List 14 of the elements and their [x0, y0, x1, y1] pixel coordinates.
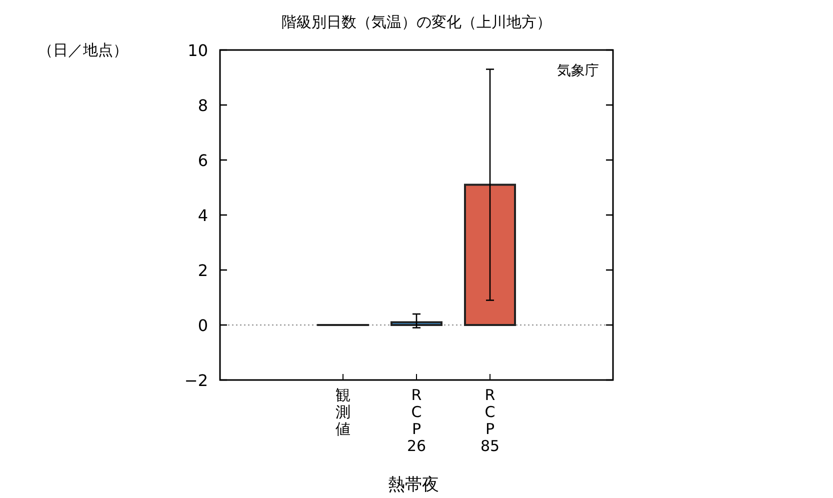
x-tick-label: 観測値	[336, 386, 350, 438]
y-tick-label: 8	[198, 96, 208, 115]
x-tick-label: RCP26	[406, 386, 426, 455]
y-tick-label: 4	[198, 206, 208, 225]
y-tick-label: 10	[188, 41, 208, 60]
y-tick-label: 6	[198, 151, 208, 170]
chart-title: 階級別日数（気温）の変化（上川地方）	[282, 13, 552, 31]
y-tick-label: −2	[184, 371, 208, 390]
x-tick-label: RCP85	[480, 386, 500, 455]
y-axis-title: （日／地点）	[38, 41, 128, 59]
y-tick-label: 2	[198, 261, 208, 280]
y-tick-label: 0	[198, 316, 208, 335]
x-axis-title: 熱帯夜	[388, 475, 439, 495]
text: 気象庁	[557, 63, 599, 79]
